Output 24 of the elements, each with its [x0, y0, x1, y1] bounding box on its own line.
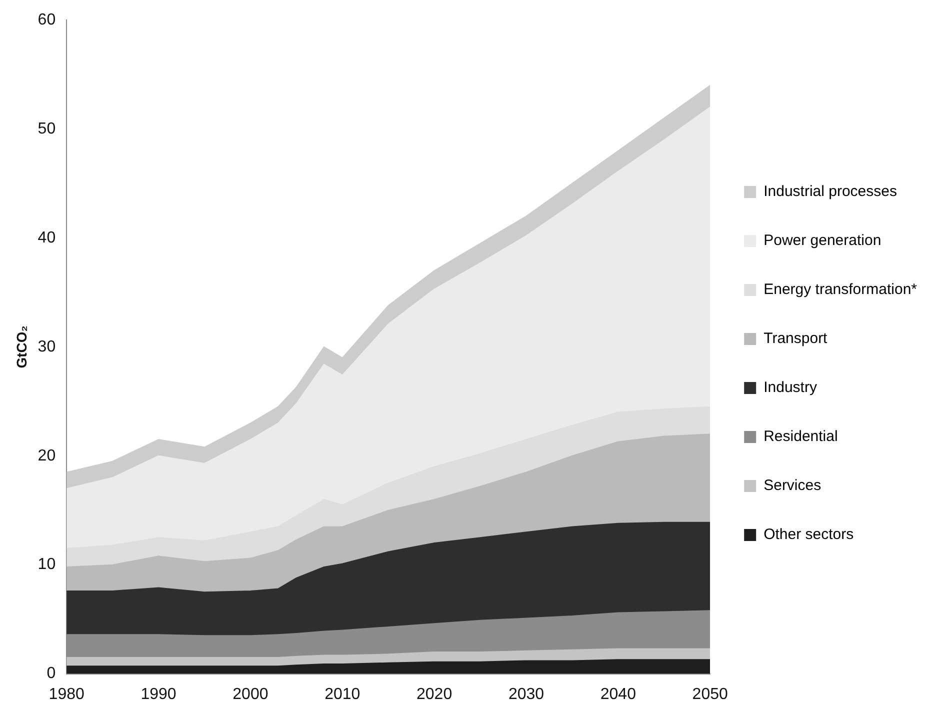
legend-label: Power generation [764, 232, 882, 250]
y-tick-label: 20 [38, 447, 56, 464]
y-tick-label: 30 [38, 338, 56, 356]
y-tick-label: 50 [38, 120, 56, 138]
y-axis-title: GtCO₂ [13, 326, 30, 368]
x-tick-label: 2030 [508, 686, 544, 703]
x-tick-label: 2010 [324, 686, 360, 703]
legend-label: Residential [764, 428, 838, 446]
y-tick-label: 60 [38, 11, 56, 28]
y-tick-label: 40 [38, 229, 56, 246]
legend-label: Energy transformation* [764, 281, 918, 298]
legend-label: Services [764, 477, 822, 494]
x-tick-label: 2040 [600, 686, 636, 703]
y-tick-label: 10 [38, 556, 56, 574]
x-tick-label: 2000 [232, 686, 268, 703]
x-tick-label: 1990 [140, 686, 176, 703]
y-tick-label: 0 [46, 665, 56, 682]
x-tick-label: 1980 [48, 686, 84, 703]
x-tick-label: 2050 [692, 686, 728, 703]
legend-label: Transport [764, 330, 828, 348]
legend-label: Industry [764, 379, 818, 396]
legend-label: Other sectors [764, 526, 854, 544]
legend-label: Industrial processes [764, 183, 897, 200]
x-tick-label: 2020 [416, 686, 452, 703]
